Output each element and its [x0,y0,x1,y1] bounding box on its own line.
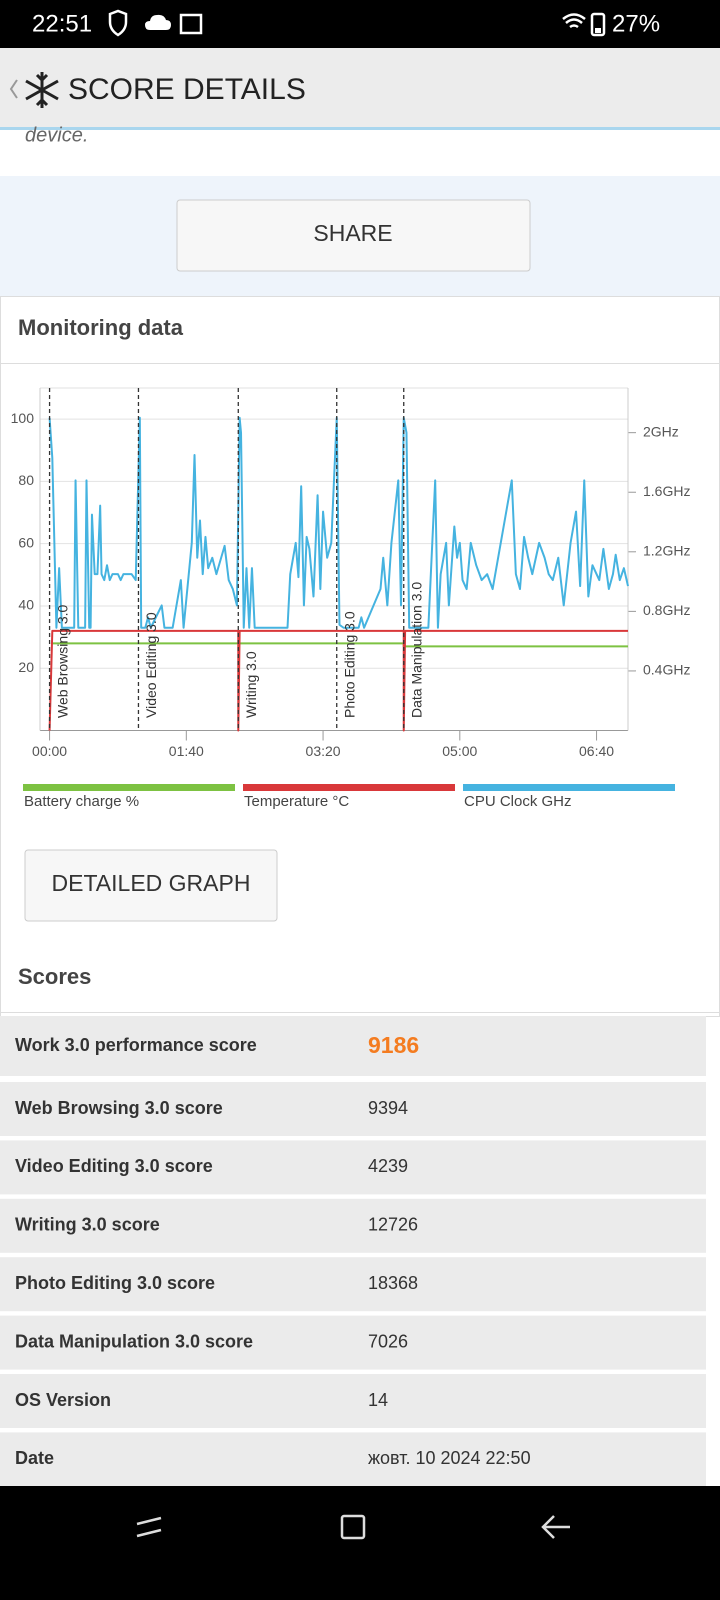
legend-swatch [463,784,675,791]
share-button[interactable] [176,199,531,272]
table-row [0,1082,706,1136]
row-label: Date [15,1448,54,1468]
row-value: жовт. 10 2024 22:50 [368,1448,531,1468]
y2-tick-label: 1.2GHz [643,543,690,559]
scores-table: Work 3.0 performance score 9186 Web Browsi… [0,1016,706,1487]
detailed-graph-button[interactable] [24,849,278,922]
row-label: Writing 3.0 score [15,1215,160,1235]
table-row [0,1198,706,1253]
app-bar [0,48,720,128]
row-value: 7026 [368,1331,408,1351]
row-value: 18368 [368,1273,418,1293]
battery-icon [590,12,606,37]
x-tick-label: 06:40 [579,743,614,759]
y-tick-label: 100 [11,410,35,426]
cloud-icon [145,14,171,30]
row-value: 12726 [368,1215,418,1235]
y2-tick-label: 0.4GHz [643,662,690,678]
legend-label: Temperature °C [244,793,349,810]
section-title: Monitoring data [18,315,184,340]
back-button[interactable] [9,79,18,99]
y-tick-label: 40 [18,597,34,613]
row-value: 9394 [368,1098,408,1118]
table-row [0,1315,706,1370]
x-tick-label: 05:00 [442,743,477,759]
test-marker-label: Video Editing 3.0 [143,612,159,718]
series-line [48,629,628,732]
monitoring-chart: 20 40 60 80 100 0.4GHz 0.8GHz 1.2GHz 1.6GHz 2GHz 0… [11,387,690,810]
y2-tick-label: 0.8GHz [643,602,690,618]
x-tick-label: 00:00 [32,743,67,759]
y-tick-label: 20 [18,659,34,675]
intro-card [0,130,720,176]
legend-swatch [23,784,235,791]
test-marker-label: Web Browsing 3.0 [54,604,70,718]
recents-button[interactable] [136,1516,162,1538]
row-value: 9186 [368,1032,419,1058]
row-label: Work 3.0 performance score [15,1035,257,1055]
row-value: 14 [368,1390,388,1410]
snowflake-icon [25,72,59,108]
home-button[interactable] [340,1514,366,1540]
x-tick-label: 03:20 [306,743,341,759]
app-bar-border [0,127,720,130]
y-tick-label: 60 [18,534,34,550]
page-title: SCORE DETAILS [68,73,306,106]
table-row [0,1140,706,1195]
table-row [0,1432,706,1487]
intro-text: device. [25,124,88,146]
row-label: Video Editing 3.0 score [15,1156,213,1176]
nav-bar [0,1486,720,1600]
row-label: OS Version [15,1390,111,1410]
wifi-icon [562,13,586,29]
row-label: Photo Editing 3.0 score [15,1273,215,1293]
y-tick-label: 80 [18,472,34,488]
legend-swatch [243,784,455,791]
status-battery: 27% [612,10,660,37]
table-row [0,1374,706,1428]
test-marker-label: Data Manipulation 3.0 [408,582,424,718]
test-marker-label: Writing 3.0 [243,651,259,718]
y2-tick-label: 2GHz [643,423,679,439]
legend-label: Battery charge % [24,793,139,810]
row-label: Data Manipulation 3.0 score [15,1331,253,1351]
status-time: 22:51 [32,10,92,37]
status-bar [0,0,720,48]
y2-tick-label: 1.6GHz [643,483,690,499]
table-row [0,1016,706,1076]
legend-label: CPU Clock GHz [464,793,572,810]
table-row [0,1257,706,1312]
share-button-label: SHARE [313,220,392,246]
detailed-graph-label: DETAILED GRAPH [52,870,251,896]
back-nav-button[interactable] [541,1515,570,1539]
series-line [48,416,629,629]
calendar-icon [179,13,203,35]
scores-title: Scores [18,964,91,989]
test-marker-label: Photo Editing 3.0 [341,611,357,718]
x-tick-label: 01:40 [169,743,204,759]
battery-level [595,28,601,33]
shield-icon [108,9,128,37]
row-value: 4239 [368,1156,408,1176]
row-label: Web Browsing 3.0 score [15,1098,223,1118]
